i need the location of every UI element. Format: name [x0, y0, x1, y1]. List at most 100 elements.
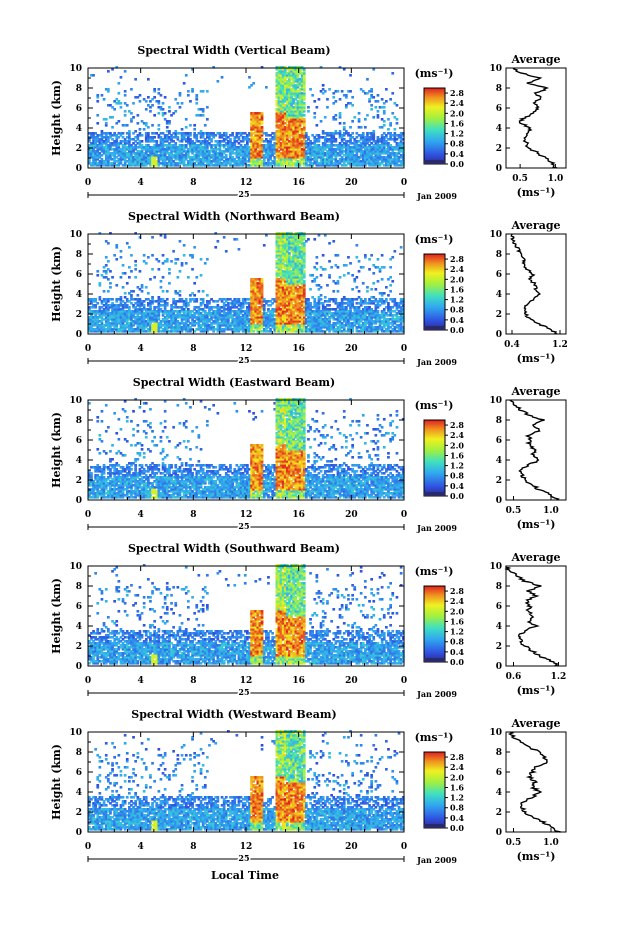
y-tick-label: 10 [69, 230, 82, 240]
colorbar-tick-label: 1.2 [450, 295, 464, 305]
x-tick-label: 4 [138, 344, 144, 354]
heatmap-cells [88, 398, 405, 499]
y-tick-label: 8 [76, 416, 82, 426]
profile-y-tick-label: 4 [496, 290, 502, 300]
y-tick-label: 10 [69, 396, 82, 406]
x-tick-label: 0 [401, 842, 407, 852]
profile-title: Average [510, 385, 560, 398]
colorbar-tick-label: 0.8 [450, 803, 464, 813]
x-tick-label: 8 [190, 510, 196, 520]
colorbar-tick-label: 2.4 [450, 98, 464, 108]
colorbar-unit: (ms⁻¹) [415, 731, 454, 744]
x-tick-label: 20 [345, 344, 358, 354]
x-tick-label: 16 [292, 676, 305, 686]
y-tick-label: 0 [76, 496, 82, 506]
profile-y-tick-label: 2 [496, 476, 502, 486]
x-tick-label: 0 [401, 178, 407, 188]
profile-y-tick-label: 6 [496, 602, 502, 612]
day-label: 25 [238, 189, 249, 199]
y-axis-label: Height (km) [50, 578, 63, 654]
x-tick-label: 8 [190, 178, 196, 188]
colorbar-tick-label: 0.0 [450, 159, 464, 169]
profile-unit: (ms⁻¹) [517, 684, 556, 697]
colorbar-tick-label: 1.6 [450, 450, 464, 460]
x-tick-label: 0 [401, 676, 407, 686]
profile-x-tick-label: 0.5 [512, 174, 528, 184]
day-label: 25 [238, 687, 249, 697]
y-tick-label: 10 [69, 562, 82, 572]
x-axis-label: Local Time [211, 869, 279, 882]
colorbar-unit: (ms⁻¹) [415, 399, 454, 412]
colorbar-tick-label: 2.0 [450, 274, 464, 284]
colorbar-tick-label: 2.8 [450, 254, 464, 264]
x-tick-label: 0 [85, 676, 91, 686]
profile-y-tick-label: 10 [489, 396, 502, 406]
colorbar-tick-label: 0.4 [450, 813, 464, 823]
y-tick-label: 8 [76, 250, 82, 260]
profile-y-tick-label: 0 [496, 662, 502, 672]
day-label: 25 [238, 355, 249, 365]
colorbar-unit: (ms⁻¹) [415, 565, 454, 578]
profile-y-tick-label: 8 [496, 250, 502, 260]
colorbar-tick-label: 1.6 [450, 616, 464, 626]
heatmap-cells [88, 232, 405, 333]
x-tick-label: 12 [240, 510, 253, 520]
colorbar-tick-label: 2.4 [450, 596, 464, 606]
heatmap-cells [88, 66, 405, 167]
x-tick-label: 20 [345, 178, 358, 188]
colorbar-tick-label: 1.2 [450, 461, 464, 471]
colorbar-tick-label: 0.0 [450, 823, 464, 833]
y-tick-label: 6 [76, 602, 82, 612]
colorbar-tick-label: 1.2 [450, 627, 464, 637]
colorbar-tick-label: 2.8 [450, 752, 464, 762]
colorbar [423, 253, 446, 331]
y-tick-label: 6 [76, 768, 82, 778]
profile-y-tick-label: 10 [489, 562, 502, 572]
colorbar-tick-label: 0.0 [450, 657, 464, 667]
x-tick-label: 0 [85, 178, 91, 188]
colorbar-tick-label: 1.2 [450, 129, 464, 139]
x-tick-label: 4 [138, 842, 144, 852]
colorbar-tick-label: 1.6 [450, 782, 464, 792]
profile-line [512, 67, 558, 169]
colorbar-tick-label: 2.8 [450, 586, 464, 596]
profile-unit: (ms⁻¹) [517, 352, 556, 365]
colorbar-low [424, 492, 445, 496]
profile-y-tick-label: 0 [496, 496, 502, 506]
profile-y-tick-label: 2 [496, 310, 502, 320]
colorbar [423, 585, 446, 663]
profile-x-tick-label: 1.0 [543, 838, 559, 848]
colorbar-tick-label: 0.8 [450, 637, 464, 647]
profile-x-tick-label: 1.0 [548, 174, 564, 184]
date-label: Jan 2009 [416, 523, 457, 533]
profile-line [504, 566, 559, 667]
colorbar-tick-label: 1.6 [450, 284, 464, 294]
x-tick-label: 20 [345, 842, 358, 852]
profile-y-tick-label: 2 [496, 808, 502, 818]
profile-x-tick-label: 0.6 [506, 672, 522, 682]
y-axis-label: Height (km) [50, 246, 63, 322]
profile-x-tick-label: 0.5 [506, 506, 522, 516]
y-axis-label: Height (km) [50, 412, 63, 488]
y-tick-label: 2 [76, 144, 82, 154]
profile-y-tick-label: 4 [496, 456, 502, 466]
colorbar-tick-label: 0.0 [450, 325, 464, 335]
profile-title: Average [510, 219, 560, 232]
y-tick-label: 2 [76, 642, 82, 652]
profile-y-tick-label: 6 [496, 104, 502, 114]
profile-x-tick-label: 1.2 [552, 340, 568, 350]
date-label: Jan 2009 [416, 855, 457, 865]
y-tick-label: 4 [76, 124, 82, 134]
colorbar-tick-label: 0.8 [450, 471, 464, 481]
profile-frame [505, 399, 567, 501]
chart-title: Spectral Width (Southward Beam) [128, 542, 340, 555]
y-tick-label: 2 [76, 310, 82, 320]
x-tick-label: 20 [345, 510, 358, 520]
profile-title: Average [510, 717, 560, 730]
x-tick-label: 0 [85, 510, 91, 520]
x-tick-label: 16 [292, 178, 305, 188]
y-tick-label: 2 [76, 808, 82, 818]
day-label: 25 [238, 853, 249, 863]
profile-line [509, 399, 560, 501]
y-tick-label: 4 [76, 788, 82, 798]
